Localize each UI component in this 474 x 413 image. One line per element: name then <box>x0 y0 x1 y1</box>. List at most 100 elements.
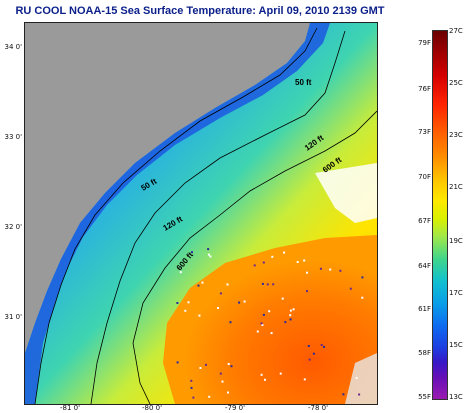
colorbar-tick-f: 67F <box>418 217 431 225</box>
colorbar-tick-f: 55F <box>418 393 431 401</box>
colorbar-tick-c: 25C <box>449 79 463 87</box>
noise-pixel <box>355 377 358 380</box>
noise-pixel <box>256 330 259 333</box>
colorbar-tick-f: 58F <box>418 349 431 357</box>
colorbar-tick-c: 27C <box>449 27 463 35</box>
noise-pixel <box>284 321 287 324</box>
noise-pixel <box>296 261 299 263</box>
noise-pixel <box>208 395 211 398</box>
cloud-streak <box>345 353 377 404</box>
noise-pixel <box>209 255 212 258</box>
colorbar-tick-f: 79F <box>418 39 431 47</box>
noise-pixel <box>243 300 246 303</box>
colorbar-tick-f: 76F <box>418 85 431 93</box>
noise-pixel <box>320 344 323 346</box>
nearshore-band <box>25 23 330 404</box>
latitude-label: 33 0' <box>4 133 22 141</box>
noise-pixel <box>261 324 264 326</box>
noise-pixel <box>260 322 263 325</box>
contour-600ft <box>132 110 377 404</box>
noise-pixel <box>219 292 222 295</box>
map-title: RU COOL NOAA-15 Sea Surface Temperature:… <box>15 5 385 17</box>
noise-pixel <box>262 313 265 316</box>
noise-pixel <box>342 393 345 396</box>
noise-pixel <box>303 259 306 262</box>
noise-pixel <box>289 318 292 321</box>
noise-pixel <box>253 264 256 267</box>
noise-pixel <box>197 284 200 287</box>
noise-pixel <box>361 296 364 299</box>
noise-pixel <box>303 378 306 381</box>
noise-pixel <box>283 251 286 254</box>
gulf-stream-region <box>163 235 377 404</box>
colorbar-tick-f: 70F <box>418 173 431 181</box>
colorbar-tick-f: 64F <box>418 262 431 270</box>
noise-pixel <box>184 309 187 312</box>
noise-pixel <box>221 380 224 383</box>
contour-label: 50 ft <box>295 78 312 87</box>
longitude-label: -78 0' <box>308 404 329 412</box>
noise-pixel <box>264 378 266 381</box>
noise-pixel <box>192 396 195 399</box>
noise-pixel <box>262 261 265 264</box>
noise-pixel <box>312 352 315 355</box>
noise-pixel <box>190 379 193 382</box>
colorbar-tick-f: 61F <box>418 305 431 313</box>
noise-pixel <box>207 253 210 256</box>
colorbar-tick-c: 19C <box>449 237 463 245</box>
longitude-label: -81 0' <box>60 404 81 412</box>
noise-pixel <box>279 372 282 375</box>
noise-pixel <box>229 321 232 324</box>
noise-pixel <box>238 301 241 304</box>
noise-pixel <box>292 308 295 311</box>
noise-pixel <box>217 307 219 309</box>
noise-pixel <box>191 251 193 254</box>
noise-pixel <box>176 361 179 364</box>
noise-pixel <box>207 248 210 251</box>
noise-pixel <box>190 386 193 389</box>
noise-pixel <box>329 268 332 271</box>
noise-pixel <box>187 301 190 304</box>
noise-pixel <box>339 269 342 272</box>
latitude-label: 32 0' <box>4 223 22 231</box>
noise-pixel <box>289 314 292 317</box>
noise-pixel <box>230 365 233 368</box>
noise-pixel <box>227 363 230 365</box>
noise-pixel <box>281 297 284 300</box>
colorbar-tick-c: 23C <box>449 131 463 139</box>
contour-50ft <box>34 27 318 404</box>
noise-pixel <box>179 271 182 274</box>
noise-pixel <box>260 373 263 376</box>
colorbar-tick-c: 21C <box>449 183 463 191</box>
noise-pixel <box>306 271 308 274</box>
noise-pixel <box>205 363 207 366</box>
latitude-label: 34 0' <box>4 43 22 51</box>
longitude-label: -80 0' <box>142 404 163 412</box>
noise-pixel <box>349 287 352 290</box>
noise-pixel <box>261 282 264 285</box>
noise-pixel <box>198 314 201 317</box>
latitude-label: 31 0' <box>4 313 22 321</box>
noise-pixel <box>199 367 202 369</box>
noise-pixel <box>323 345 325 348</box>
sst-map: 50 ft 120 ft 600 ft 50 ft 120 ft 600 ft <box>24 22 378 405</box>
contour-120ft <box>90 30 346 404</box>
noise-pixel <box>270 332 273 335</box>
noise-pixel <box>176 302 179 304</box>
noise-pixel <box>271 255 274 258</box>
noise-pixel <box>307 345 310 347</box>
noise-pixel <box>319 267 322 270</box>
noise-pixel <box>361 276 364 279</box>
colorbar-tick-c: 17C <box>449 289 463 297</box>
noise-pixel <box>268 310 271 313</box>
noise-pixel <box>266 283 269 286</box>
noise-pixel <box>306 290 308 293</box>
noise-pixel <box>272 283 275 286</box>
noise-dots <box>176 248 364 399</box>
colorbar-tick-f: 73F <box>418 128 431 136</box>
noise-pixel <box>201 281 204 284</box>
noise-pixel <box>289 309 292 312</box>
colorbar-tick-c: 15C <box>449 341 463 349</box>
colorbar <box>432 30 448 400</box>
noise-pixel <box>219 372 222 375</box>
